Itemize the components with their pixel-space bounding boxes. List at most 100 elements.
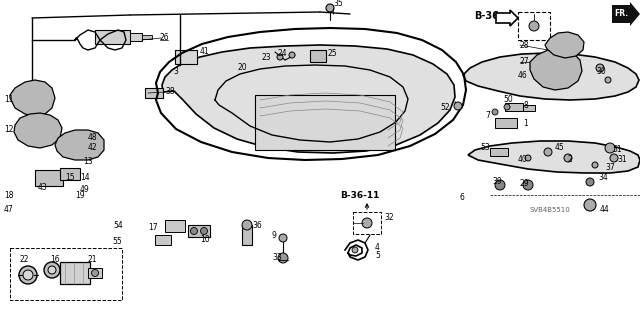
Bar — [353, 212, 381, 234]
Circle shape — [504, 104, 510, 110]
Text: 17: 17 — [148, 224, 157, 233]
Polygon shape — [530, 49, 582, 90]
Circle shape — [352, 247, 358, 253]
Polygon shape — [55, 130, 104, 160]
Text: 35: 35 — [333, 0, 343, 9]
Text: 8: 8 — [524, 101, 529, 110]
Bar — [130, 33, 142, 41]
Text: 26: 26 — [160, 33, 170, 42]
Text: SVB4B5510: SVB4B5510 — [530, 207, 571, 213]
Text: 10: 10 — [200, 235, 210, 244]
Text: 1: 1 — [523, 118, 528, 128]
Text: 37: 37 — [605, 162, 615, 172]
Text: 50: 50 — [503, 95, 513, 105]
Text: 24: 24 — [278, 49, 287, 58]
Bar — [95, 30, 130, 44]
Circle shape — [200, 227, 207, 234]
Bar — [242, 225, 252, 245]
Text: 21: 21 — [88, 256, 97, 264]
Text: 2: 2 — [568, 155, 573, 165]
Text: 20: 20 — [238, 63, 248, 72]
Text: 22: 22 — [20, 256, 29, 264]
Bar — [142, 35, 152, 39]
Circle shape — [492, 109, 498, 115]
Polygon shape — [463, 53, 639, 100]
Text: 42: 42 — [88, 144, 98, 152]
Circle shape — [523, 180, 533, 190]
Circle shape — [41, 124, 49, 132]
Text: 48: 48 — [88, 133, 98, 143]
Text: 18: 18 — [4, 190, 13, 199]
Bar — [255, 95, 395, 150]
Circle shape — [277, 54, 283, 60]
Text: 12: 12 — [4, 125, 13, 135]
Text: 29: 29 — [520, 179, 530, 188]
Bar — [165, 220, 185, 232]
Text: 7: 7 — [485, 110, 490, 120]
Bar — [35, 170, 63, 186]
Text: 53: 53 — [480, 144, 490, 152]
Circle shape — [41, 134, 49, 142]
Bar — [155, 235, 171, 245]
Text: 5: 5 — [375, 251, 380, 261]
Text: 36: 36 — [252, 221, 262, 231]
Text: 45: 45 — [555, 144, 564, 152]
Circle shape — [19, 266, 37, 284]
Text: 40: 40 — [518, 155, 528, 165]
Circle shape — [92, 270, 99, 277]
Text: 51: 51 — [612, 145, 621, 154]
Polygon shape — [612, 2, 640, 26]
Polygon shape — [14, 113, 62, 148]
Bar — [490, 148, 508, 156]
Circle shape — [23, 270, 33, 280]
Bar — [495, 118, 517, 128]
Text: 4: 4 — [375, 243, 380, 253]
Bar — [518, 12, 550, 40]
Bar — [60, 168, 80, 180]
Text: 46: 46 — [518, 71, 528, 80]
Polygon shape — [468, 141, 640, 173]
Text: 25: 25 — [328, 49, 338, 58]
Circle shape — [454, 102, 462, 110]
Circle shape — [44, 262, 60, 278]
Bar — [505, 103, 523, 111]
Text: 19: 19 — [75, 190, 84, 199]
Text: 32: 32 — [384, 213, 394, 222]
Text: 39: 39 — [492, 177, 502, 187]
Circle shape — [586, 178, 594, 186]
Text: 38: 38 — [165, 87, 175, 97]
Text: 30: 30 — [596, 68, 605, 77]
Circle shape — [557, 34, 563, 41]
Circle shape — [605, 143, 615, 153]
Text: 28: 28 — [520, 41, 529, 49]
Text: 16: 16 — [50, 256, 60, 264]
Text: FR.: FR. — [614, 10, 628, 19]
Circle shape — [610, 154, 618, 162]
Circle shape — [326, 4, 334, 12]
Text: 43: 43 — [38, 183, 48, 192]
Text: 52: 52 — [440, 102, 450, 112]
Circle shape — [605, 77, 611, 83]
Circle shape — [525, 155, 531, 161]
Polygon shape — [10, 80, 55, 116]
Text: 11: 11 — [4, 95, 13, 105]
Circle shape — [278, 253, 288, 263]
Text: 23: 23 — [262, 54, 271, 63]
Text: 6: 6 — [460, 192, 465, 202]
Circle shape — [48, 266, 56, 274]
Circle shape — [596, 64, 604, 72]
Bar — [523, 105, 535, 111]
Text: 31: 31 — [617, 155, 627, 165]
Polygon shape — [162, 45, 455, 153]
Polygon shape — [496, 10, 518, 26]
Text: 44: 44 — [600, 205, 610, 214]
Bar — [188, 225, 210, 237]
Bar — [10, 248, 122, 300]
Circle shape — [191, 227, 198, 234]
Circle shape — [76, 149, 84, 157]
Polygon shape — [545, 32, 584, 58]
Text: 55: 55 — [112, 238, 122, 247]
Text: 27: 27 — [520, 57, 530, 66]
Circle shape — [592, 162, 598, 168]
Circle shape — [529, 21, 539, 31]
